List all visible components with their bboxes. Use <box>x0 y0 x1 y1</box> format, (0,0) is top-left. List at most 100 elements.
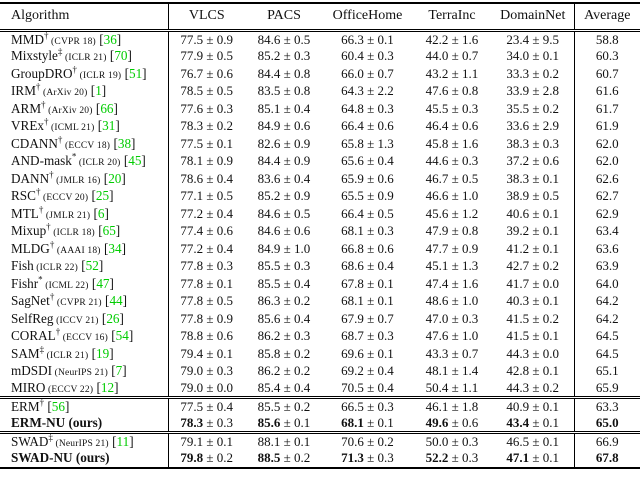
citation-link[interactable]: 34 <box>108 240 122 256</box>
score-value: 45.1 <box>425 258 449 274</box>
algorithm-name: Mixstyle <box>11 48 58 64</box>
citation-link[interactable]: 1 <box>95 83 102 99</box>
score-error: ± 0.6 <box>363 170 394 186</box>
score-value: 68.1 <box>341 293 364 309</box>
citation-link[interactable]: 45 <box>128 153 142 169</box>
score-value: 40.6 <box>506 205 530 221</box>
citation-close-bracket: ] <box>114 380 119 395</box>
score-value: 38.9 <box>506 188 530 204</box>
citation-close-bracket: ] <box>64 399 70 414</box>
score-value: 70.6 <box>341 434 364 449</box>
score-value: 42.2 <box>425 31 449 47</box>
score-value: 45.6 <box>425 205 449 221</box>
score-cell: 47.6 ± 1.0 <box>412 328 492 346</box>
citation-close-bracket: ] <box>131 135 136 151</box>
score-value: 66.5 <box>341 399 364 414</box>
citation-open-bracket: [ <box>87 83 96 99</box>
citation-link[interactable]: 47 <box>96 275 110 291</box>
score-value: 43.3 <box>425 345 449 361</box>
score-error: ± 0.9 <box>448 240 479 256</box>
score-cell: 46.1 ± 1.8 <box>412 396 492 415</box>
citation-link[interactable]: 66 <box>100 100 114 116</box>
score-value: 35.5 <box>506 100 530 116</box>
score-value: 78.6 <box>180 170 204 186</box>
algorithm-cell: MLDG† (AAAI 18) [34] <box>0 240 169 258</box>
score-value: 40.3 <box>506 293 530 309</box>
citation-open-bracket: [ <box>106 48 115 64</box>
citation-link[interactable]: 20 <box>108 170 122 186</box>
average-cell: 62.6 <box>573 170 640 188</box>
citation-link[interactable]: 7 <box>115 363 123 379</box>
citation-link[interactable]: 36 <box>103 31 117 47</box>
citation-close-bracket: ] <box>119 310 124 326</box>
citation-link[interactable]: 51 <box>128 65 143 81</box>
score-cell: 33.9 ± 2.8 <box>492 83 574 101</box>
score-cell: 85.1 ± 0.4 <box>245 100 323 118</box>
citation-open-bracket: [ <box>92 100 101 116</box>
citation-open-bracket: [ <box>100 240 109 256</box>
venue-label: (ECCV 22) <box>45 385 94 395</box>
citation-open-bracket: [ <box>107 363 116 379</box>
score-cell: 65.9 ± 0.6 <box>323 170 412 188</box>
table-row: Fishr* (ICML 22) [47] 77.8 ± 0.1 85.5 ± 0.… <box>0 275 640 293</box>
citation-link[interactable]: 65 <box>102 223 116 239</box>
citation-link[interactable]: 12 <box>100 380 115 395</box>
citation-link[interactable]: 38 <box>117 135 132 151</box>
average-cell: 63.4 <box>573 222 640 240</box>
citation-link[interactable]: 54 <box>115 328 129 344</box>
score-cell: 83.5 ± 0.8 <box>245 83 323 101</box>
table-row: VREx† (ICML 21) [31] 78.3 ± 0.2 84.9 ± 0.6… <box>0 117 640 135</box>
citation-link[interactable]: 25 <box>95 188 110 204</box>
score-error: ± 0.1 <box>529 240 560 256</box>
score-error: ± 0.4 <box>280 310 311 326</box>
score-value: 85.8 <box>257 345 281 361</box>
prior-methods-section: MMD† (CVPR 18) [36] 77.5 ± 0.9 84.6 ± 0.5 6… <box>0 30 640 398</box>
score-error: ± 0.3 <box>203 363 234 379</box>
score-error: ± 0.3 <box>363 223 394 239</box>
citation-link[interactable]: 44 <box>109 293 123 309</box>
score-error: ± 0.2 <box>529 65 560 81</box>
method-superscript: † <box>46 222 51 232</box>
erm-section: ERM† [56] 77.5 ± 0.4 85.5 ± 0.2 66.5 ± 0.3 4… <box>0 396 640 433</box>
citation-link[interactable]: 31 <box>102 118 116 134</box>
algorithm-name: SWAD <box>11 434 49 449</box>
score-error: ± 0.1 <box>203 434 234 449</box>
score-value: 65.5 <box>341 188 364 204</box>
citation-link[interactable]: 26 <box>106 310 120 326</box>
citation-open-bracket: [ <box>107 328 116 344</box>
score-value: 79.4 <box>180 345 204 361</box>
score-value: 79.1 <box>180 434 204 449</box>
citation-link[interactable]: 56 <box>51 399 65 414</box>
score-error: ± 0.2 <box>363 434 394 449</box>
method-superscript: * <box>38 275 43 285</box>
venue-label: (JMLR 21) <box>43 210 91 221</box>
citation-link[interactable]: 70 <box>114 48 128 64</box>
table-row: mDSDI (NeurIPS 21) [7] 79.0 ± 0.3 86.2 ± 0… <box>0 362 640 380</box>
venue-label: (ICML 22) <box>42 280 89 291</box>
algorithm-name: VREx <box>11 118 44 134</box>
score-cell: 23.4 ± 9.5 <box>492 30 574 48</box>
score-error: ± 0.3 <box>280 258 311 274</box>
score-cell: 68.6 ± 0.4 <box>323 258 412 276</box>
citation-link[interactable]: 6 <box>97 205 105 221</box>
score-error: ± 0.0 <box>529 345 560 361</box>
score-error: ± 0.2 <box>529 380 560 395</box>
score-cell: 88.1 ± 0.1 <box>245 431 323 450</box>
score-value: 86.2 <box>257 328 281 344</box>
score-cell: 47.1 ± 0.1 <box>492 450 574 468</box>
score-value: 77.8 <box>180 275 204 291</box>
venue-label: (ICCV 21) <box>53 315 99 326</box>
algorithm-cell: ERM-NU (ours) <box>0 415 169 433</box>
citation-link[interactable]: 52 <box>85 258 99 274</box>
score-cell: 67.8 ± 0.1 <box>323 275 412 293</box>
citation-link[interactable]: 19 <box>96 345 110 361</box>
citation-link[interactable]: 11 <box>116 434 130 449</box>
score-cell: 44.6 ± 0.3 <box>412 153 492 171</box>
score-cell: 60.4 ± 0.3 <box>323 48 412 66</box>
score-value: 88.5 <box>257 450 281 466</box>
score-value: 34.0 <box>506 48 530 64</box>
score-cell: 49.6 ± 0.6 <box>412 415 492 433</box>
score-cell: 77.5 ± 0.1 <box>168 135 245 153</box>
score-cell: 52.2 ± 0.3 <box>412 450 492 468</box>
average-cell: 58.8 <box>573 30 640 48</box>
